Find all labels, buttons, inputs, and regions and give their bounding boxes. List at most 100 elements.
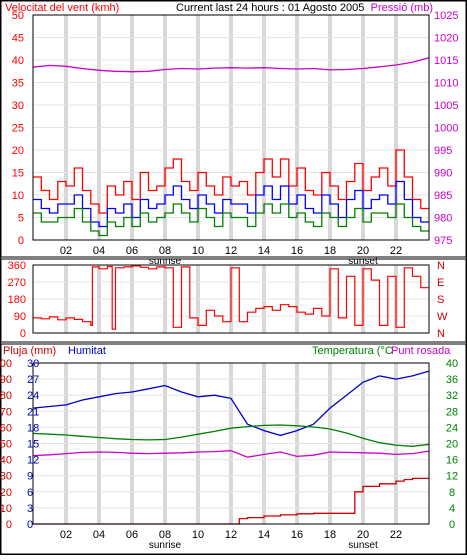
center-title: Current last 24 hours : 01 Agosto 2005	[176, 2, 364, 14]
hour-label: 22	[390, 245, 402, 257]
wind-y-tick: 20	[12, 145, 24, 157]
pressure-y-tick: 995	[434, 145, 452, 157]
pressure-y-tick: 990	[434, 168, 452, 180]
rain-y-tick: 90	[0, 374, 12, 386]
wind-y-tick: 45	[12, 33, 24, 45]
rain-y-tick: 100	[0, 358, 12, 370]
rain-y-tick: 10	[0, 503, 12, 515]
temperature-y-tick: 20	[446, 439, 458, 451]
wind-y-tick: 30	[12, 100, 24, 112]
hour-label: 14	[258, 529, 270, 541]
pressure-line	[32, 57, 430, 73]
direction-y-tick: 90	[14, 311, 26, 323]
pressure-y-tick: 985	[434, 190, 452, 202]
wind-gust-line	[33, 149, 429, 214]
compass-y-tick: W	[437, 311, 448, 323]
hour-label: 14	[258, 245, 270, 257]
dew-point-title: Punt rosada	[391, 345, 451, 357]
compass-y-tick: E	[437, 277, 444, 289]
pressure-y-tick: 1020	[434, 33, 458, 45]
temperature-y-tick: 28	[446, 406, 458, 418]
hour-label: 18	[324, 245, 336, 257]
hour-label: 10	[192, 529, 204, 541]
wind-y-tick: 40	[12, 55, 24, 67]
humidity-y-tick: 9	[27, 471, 33, 483]
wind-title: Velocitat del vent (kmh)	[5, 2, 119, 14]
direction-line	[33, 265, 429, 330]
temperature-y-tick: 24	[446, 422, 458, 434]
compass-y-tick: N	[437, 260, 445, 272]
hour-label: 02	[60, 529, 72, 541]
hour-label: 20	[357, 529, 369, 541]
compass-y-tick: N	[437, 328, 445, 340]
pressure-y-tick: 1025	[434, 10, 458, 22]
hour-label: 20	[357, 245, 369, 257]
rain-y-tick: 30	[0, 471, 12, 483]
humidity-y-tick: 15	[27, 439, 39, 451]
wind-average-line	[33, 180, 429, 228]
hour-label: 04	[93, 529, 105, 541]
dew_point-line	[32, 450, 430, 458]
humidity-y-tick: 27	[27, 374, 39, 386]
hour-label: 06	[126, 529, 138, 541]
pressure-y-tick: 1010	[434, 78, 458, 90]
temperature-y-tick: 12	[446, 471, 458, 483]
rain-plot-frame	[32, 362, 430, 525]
rain-y-tick: 50	[0, 439, 12, 451]
hour-label: 04	[93, 245, 105, 257]
hour-label: 16	[291, 245, 303, 257]
sunrise-label: sunrise	[149, 256, 182, 267]
temperature-line	[32, 424, 430, 447]
series-lines	[32, 57, 430, 525]
humidity-y-tick: 24	[27, 390, 39, 402]
humidity-y-tick: 18	[27, 422, 39, 434]
pressure-y-tick: 1000	[434, 123, 458, 135]
tick-labels: 0510152025303540455097598098599099510001…	[0, 10, 458, 551]
humidity-y-tick: 21	[27, 406, 39, 418]
direction-y-tick: 360	[8, 260, 26, 272]
pressure-y-tick: 975	[434, 235, 452, 247]
humidity-y-tick: 6	[27, 487, 33, 499]
pressure-y-tick: 1005	[434, 100, 458, 112]
humidity-y-tick: 12	[27, 455, 39, 467]
wind-y-tick: 35	[12, 78, 24, 90]
hour-label: 22	[390, 529, 402, 541]
humidity-y-tick: 30	[27, 358, 39, 370]
sunset-label: sunset	[348, 540, 378, 551]
wind-plot-frame	[32, 14, 430, 241]
temperature-title: Temperatura (°C	[312, 345, 393, 357]
rain-y-tick: 80	[0, 390, 12, 402]
panel-direction-frame	[0, 258, 467, 343]
wind-y-tick: 15	[12, 168, 24, 180]
rain-line	[33, 477, 429, 525]
wind-y-tick: 0	[18, 235, 24, 247]
direction-y-tick: 0	[20, 328, 26, 340]
wind-minimum-line	[33, 203, 429, 237]
direction-y-tick: 180	[8, 294, 26, 306]
hour-label: 08	[159, 529, 171, 541]
humidity-y-tick: 0	[27, 519, 33, 531]
temperature-y-tick: 0	[449, 519, 455, 531]
hour-label: 02	[60, 245, 72, 257]
temperature-y-tick: 4	[449, 503, 455, 515]
dir-plot-frame	[32, 264, 430, 334]
temperature-y-tick: 40	[446, 358, 458, 370]
plot-frames	[32, 14, 430, 525]
temperature-y-tick: 32	[446, 390, 458, 402]
hour-label: 16	[291, 529, 303, 541]
hour-label: 06	[126, 245, 138, 257]
panel-wind-frame	[0, 0, 467, 258]
pressure-title: Pressió (mb)	[371, 2, 433, 14]
rain-y-tick: 40	[0, 455, 12, 467]
humidity-title: Humitat	[68, 345, 106, 357]
hour-label: 08	[159, 245, 171, 257]
hour-label: 12	[225, 245, 237, 257]
sunset-label: sunset	[348, 256, 378, 267]
temperature-y-tick: 8	[449, 487, 455, 499]
hour-label: 10	[192, 245, 204, 257]
rain-y-tick: 20	[0, 487, 12, 499]
humidity-y-tick: 3	[27, 503, 33, 515]
rain-y-tick: 60	[0, 422, 12, 434]
